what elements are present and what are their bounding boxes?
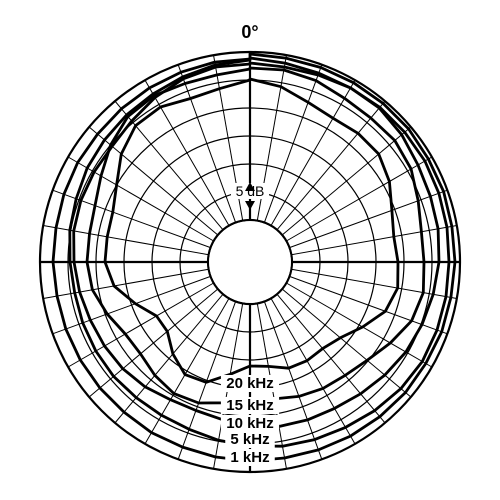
series-label-text: 5 kHz [230,431,269,448]
series-label-5khz: 5 kHz [225,431,275,448]
series-label-text: 10 kHz [226,415,274,432]
series-label-10khz: 10 kHz [221,415,279,432]
series-label-text: 1 kHz [230,449,269,466]
axis-title-top: 0° [241,22,258,42]
series-label-text: 15 kHz [226,397,274,414]
hub-mask [209,221,291,303]
series-label-15khz: 15 kHz [221,397,279,414]
series-label-20khz: 20 kHz [221,375,279,392]
series-label-1khz: 1 kHz [225,449,275,466]
series-label-text: 20 kHz [226,375,274,392]
